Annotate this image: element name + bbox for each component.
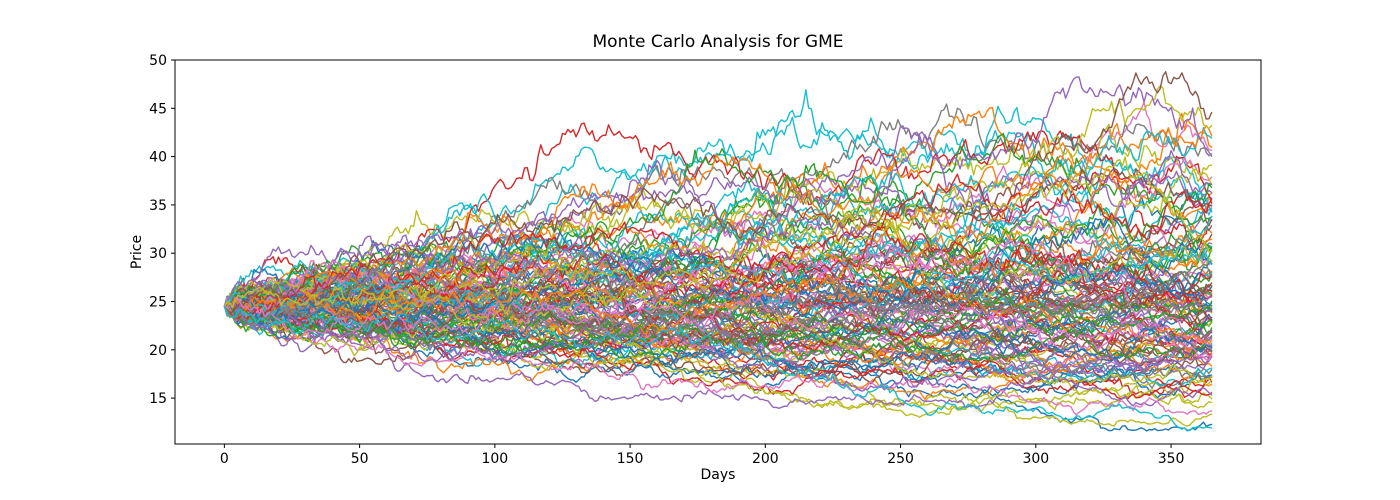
price-path <box>223 282 1213 378</box>
price-path <box>223 85 1213 324</box>
price-path <box>223 271 1213 350</box>
price-path <box>223 147 1213 307</box>
y-tick-label: 35 <box>149 198 167 214</box>
price-path <box>223 296 1213 410</box>
x-tick-label: 50 <box>351 451 369 467</box>
x-axis-label: Days <box>700 467 736 483</box>
price-path <box>223 290 1213 412</box>
price-path <box>223 295 1213 361</box>
y-tick-label: 25 <box>149 295 167 311</box>
x-tick-label: 0 <box>220 451 229 467</box>
price-path <box>223 251 1213 343</box>
price-path <box>223 282 1213 371</box>
price-path <box>223 302 1213 392</box>
x-tick-label: 200 <box>752 451 779 467</box>
price-path <box>223 156 1213 308</box>
y-tick-label: 50 <box>149 53 167 69</box>
axes-box <box>174 59 1262 445</box>
price-path <box>223 305 1213 432</box>
price-path <box>223 173 1213 321</box>
price-path <box>223 123 1213 310</box>
price-path <box>223 210 1213 344</box>
y-tick-label: 40 <box>149 150 167 166</box>
x-tick-label: 250 <box>887 451 914 467</box>
x-tick-label: 350 <box>1158 451 1185 467</box>
x-tick-label: 100 <box>481 451 508 467</box>
price-path <box>223 282 1213 416</box>
price-path <box>223 270 1213 352</box>
y-tick-label: 20 <box>149 343 167 359</box>
price-path <box>223 274 1213 346</box>
price-path <box>223 76 1213 312</box>
price-paths <box>223 70 1213 432</box>
y-tick-label: 30 <box>149 246 167 262</box>
price-path <box>223 240 1213 382</box>
price-path <box>223 70 1213 314</box>
y-axis-label: Price <box>129 234 145 270</box>
price-path <box>223 273 1213 345</box>
y-tick-label: 45 <box>149 101 167 117</box>
chart-title: Monte Carlo Analysis for GME <box>592 32 844 52</box>
price-path <box>223 261 1213 325</box>
x-tick-label: 300 <box>1022 451 1049 467</box>
price-path <box>223 271 1213 336</box>
price-path <box>223 149 1213 307</box>
y-tick-label: 15 <box>149 391 167 407</box>
x-tick-label: 150 <box>617 451 644 467</box>
